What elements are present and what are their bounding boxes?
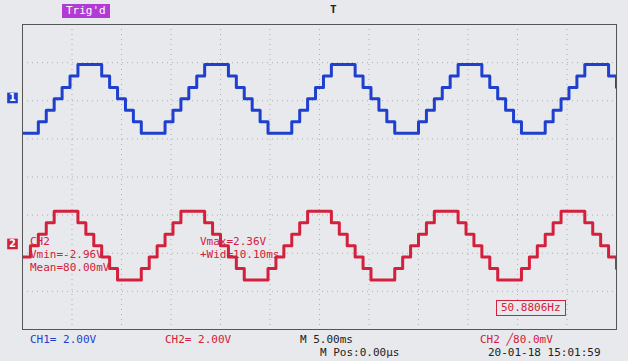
html-text:Vmax=2.36V: Vmax=2.36V bbox=[200, 235, 267, 248]
html-text:50.8806Hz: 50.8806Hz bbox=[501, 301, 561, 314]
html-text:CH2 ╱80.0mV: CH2 ╱80.0mV bbox=[480, 333, 553, 346]
html-text:Mean=80.00mV: Mean=80.00mV bbox=[30, 261, 110, 274]
html-text:T: T bbox=[330, 3, 337, 16]
html-text:M 5.00ms: M 5.00ms bbox=[300, 333, 353, 346]
html-text:+Wid=10.10ms: +Wid=10.10ms bbox=[200, 248, 280, 261]
svg-text:1: 1 bbox=[9, 92, 16, 103]
svg-text:2: 2 bbox=[9, 238, 16, 249]
html-text:CH1= 2.00V: CH1= 2.00V bbox=[30, 333, 97, 346]
html-text:M Pos:0.00μs: M Pos:0.00μs bbox=[320, 346, 400, 359]
html-text:Vmin=-2.96V: Vmin=-2.96V bbox=[30, 248, 103, 261]
html-text:CH2= 2.00V: CH2= 2.00V bbox=[165, 333, 232, 346]
html-text:20-01-18 15:01:59: 20-01-18 15:01:59 bbox=[488, 346, 601, 359]
html-text:Trig'd: Trig'd bbox=[66, 4, 106, 17]
html-text:CH2: CH2 bbox=[30, 235, 50, 248]
